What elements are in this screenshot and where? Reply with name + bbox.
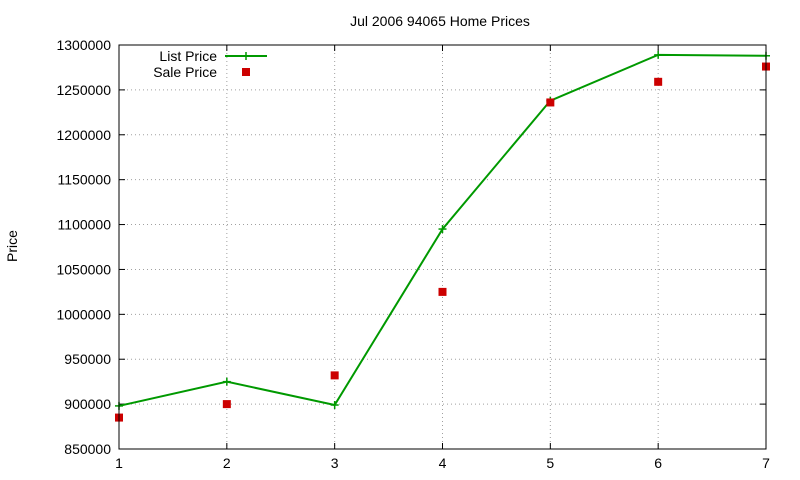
y-tick-label: 1200000 bbox=[56, 127, 111, 143]
x-tick-label: 3 bbox=[331, 455, 339, 471]
list-price-point bbox=[242, 52, 250, 60]
list-price-point bbox=[330, 401, 339, 410]
list-price-point bbox=[438, 225, 447, 234]
x-tick-label: 5 bbox=[546, 455, 554, 471]
x-tick-label: 6 bbox=[654, 455, 662, 471]
y-tick-label: 1000000 bbox=[56, 306, 111, 322]
legend-label-list-price: List Price bbox=[159, 48, 217, 64]
y-tick-label: 850000 bbox=[64, 441, 111, 457]
list-price-point bbox=[654, 50, 663, 59]
y-tick-label: 1300000 bbox=[56, 37, 111, 53]
legend-label-sale-price: Sale Price bbox=[153, 64, 217, 80]
x-tick-label: 4 bbox=[439, 455, 447, 471]
sale-price-point bbox=[654, 77, 663, 86]
y-axis-label: Price bbox=[4, 230, 20, 262]
x-tick-label: 2 bbox=[223, 455, 231, 471]
y-tick-label: 1150000 bbox=[58, 172, 112, 188]
sale-price-point bbox=[438, 287, 447, 296]
y-tick-label: 950000 bbox=[64, 351, 111, 367]
legend-swatch-square bbox=[242, 68, 250, 76]
x-tick-label: 7 bbox=[762, 455, 770, 471]
y-tick-label: 1100000 bbox=[58, 217, 112, 233]
y-tick-label: 1050000 bbox=[56, 261, 111, 277]
sale-price-point bbox=[222, 400, 231, 409]
grid-lines bbox=[119, 45, 766, 449]
y-tick-label: 900000 bbox=[64, 396, 111, 412]
sale-price-point bbox=[546, 98, 555, 107]
sale-price-point bbox=[330, 371, 339, 380]
list-price-point bbox=[222, 377, 231, 386]
x-tick-label: 1 bbox=[115, 455, 123, 471]
y-tick-label: 1250000 bbox=[56, 82, 111, 98]
chart-title: Jul 2006 94065 Home Prices bbox=[350, 13, 530, 29]
plot-frame bbox=[118, 44, 767, 450]
tick-labels: 850000 900000 950000 1000000 1050000 1100000 1… bbox=[56, 37, 770, 471]
